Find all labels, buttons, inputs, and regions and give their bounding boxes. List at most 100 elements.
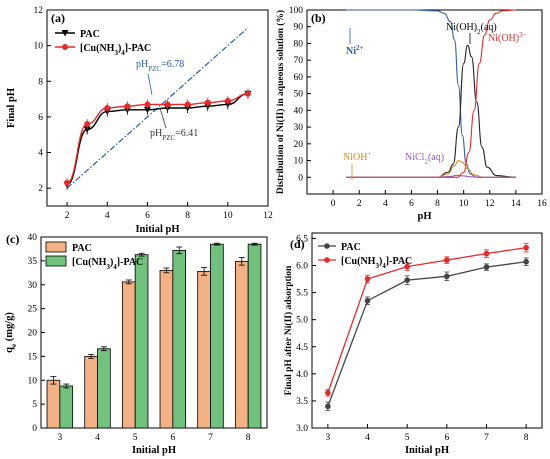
x-tick-label: 6 xyxy=(145,211,150,221)
data-point xyxy=(325,389,331,396)
legend-label-cu-pac-c: ) xyxy=(110,257,113,268)
legend-swatch-pac xyxy=(45,241,67,253)
annotation-sub: PZC xyxy=(162,134,175,142)
legend-label-cu-pac-e: ]-PAC xyxy=(125,43,151,54)
data-point xyxy=(83,126,91,133)
series-pac-line xyxy=(66,93,248,186)
annotation-value: =6.41 xyxy=(175,128,198,139)
label-nioh: NiOH+ xyxy=(343,150,371,163)
nioh2-curve xyxy=(346,44,516,178)
bar-pac xyxy=(46,379,61,429)
y-tick-label: 8 xyxy=(38,77,43,87)
x-tick-label: 12 xyxy=(485,199,495,209)
nioh-curve xyxy=(346,159,516,178)
data-point xyxy=(164,101,171,108)
y-tick-label: 50 xyxy=(294,90,304,100)
x-tick-label: 6 xyxy=(170,433,175,443)
y-tick-label: 4.0 xyxy=(296,370,308,380)
legend-label-cu-pac-d: 4 xyxy=(113,263,117,271)
y-tick-label: 3.0 xyxy=(296,424,308,434)
y-tick-label: 0 xyxy=(298,173,303,183)
data-point xyxy=(84,121,91,128)
x-tick-label: 8 xyxy=(435,199,440,209)
y-tick-label: 35 xyxy=(28,257,38,267)
legend-label-cu-pac: [Cu(NH3)4]-PAC xyxy=(80,43,151,57)
data-point xyxy=(124,103,131,110)
annotation-ph: pH xyxy=(136,59,148,70)
legend-label-cu-pac-d: 4 xyxy=(121,49,125,57)
panel-b: 0 2 4 6 8 10 12 14 16 0 10 20 30 40 50 60 70 80 90 100 pH Dis… xyxy=(275,6,547,222)
x-tick-label: 10 xyxy=(459,199,469,209)
x-tick-label: 4 xyxy=(105,211,110,221)
x-tick-label: 5 xyxy=(405,433,410,443)
y-tick-label: 10 xyxy=(34,42,44,52)
y-tick-label: 4.5 xyxy=(296,343,308,353)
y-tick-label: 2 xyxy=(38,184,43,194)
annotation-pzc-cu-pac: pHPZC=6.78 xyxy=(136,59,184,73)
y-axis-label: Final pH xyxy=(6,88,17,128)
y-tick-label: 5 xyxy=(32,400,37,410)
data-point xyxy=(204,99,211,106)
annotation-pzc-pac: pHPZC=6.41 xyxy=(150,128,198,142)
label-nioh3-part-0: Ni(OH) xyxy=(488,33,519,44)
nicl2-curve xyxy=(346,174,516,178)
x-tick-label: 6 xyxy=(409,199,414,209)
legend-label-cu-pac-d: 4 xyxy=(382,262,386,270)
data-point xyxy=(404,277,410,283)
data-point xyxy=(444,273,450,280)
data-point xyxy=(224,97,231,104)
y-tick-label: 30 xyxy=(294,123,304,133)
x-tick-label: 6 xyxy=(444,433,449,443)
legend-label-cu-pac-a: [Cu(NH xyxy=(80,43,115,54)
legend: PAC [Cu(NH3)4]-PAC xyxy=(55,29,151,57)
series-cu-pac-line xyxy=(66,93,248,184)
label-nioh3-part-1: 3− xyxy=(519,31,527,39)
label-nioh2-part-1: 2 xyxy=(477,28,481,36)
x-tick-label: 16 xyxy=(537,199,547,209)
y-tick-label: 40 xyxy=(28,233,38,243)
series-cu-pac-line xyxy=(327,246,527,394)
legend-label-pac: PAC xyxy=(72,243,92,254)
x-tick-label: 8 xyxy=(246,433,251,443)
legend-marker-cu-pac xyxy=(62,44,68,50)
line-y-equals-x xyxy=(66,27,249,189)
plot-frame xyxy=(311,232,543,429)
data-point xyxy=(523,258,529,265)
data-point xyxy=(184,101,191,108)
legend-label-cu-pac-b: 3 xyxy=(375,262,379,270)
x-axis-label: Initial pH xyxy=(135,224,179,235)
x-tick-label: 0 xyxy=(331,199,336,209)
series-pac-line xyxy=(327,261,527,407)
data-point xyxy=(364,276,371,282)
y-tick-label: 80 xyxy=(294,39,304,49)
y-tick-label: 12 xyxy=(34,6,44,16)
bar-cu-pac xyxy=(210,243,224,429)
x-tick-label: 2 xyxy=(357,199,362,209)
label-nioh2: Ni(OH)2(aq) xyxy=(446,22,497,36)
x-tick-label: 5 xyxy=(133,433,138,443)
label-nicl2-part-0: NiCl xyxy=(405,152,425,163)
y-tick-label: 6.0 xyxy=(296,262,308,272)
legend-label-cu-pac-c: ) xyxy=(379,256,382,267)
y-axis-label-unit: (mg/g) xyxy=(4,312,15,344)
label-nioh-part-1: + xyxy=(367,150,371,158)
y-tick-label: 15 xyxy=(28,352,38,362)
y-tick-label: 20 xyxy=(28,329,38,339)
bar-cu-pac xyxy=(247,243,262,429)
label-nioh2-part-0: Ni(OH) xyxy=(446,22,477,33)
label-nicl2: NiCl2(aq) xyxy=(405,152,444,166)
legend: PAC [Cu(NH3)4]-PAC xyxy=(45,241,143,271)
annotation-arrow xyxy=(147,73,153,96)
panel-label: (b) xyxy=(311,11,326,25)
legend-label-cu-pac-b: 3 xyxy=(106,263,110,271)
y-axis-label: Distribution of Ni(II) in aqueous soluti… xyxy=(275,10,286,194)
legend-label-cu-pac-e: ]-PAC xyxy=(386,256,412,267)
panel-label: (c) xyxy=(6,232,19,246)
x-tick-label: 4 xyxy=(95,433,100,443)
x-tick-label: 8 xyxy=(185,211,190,221)
legend-marker-pac xyxy=(324,243,330,249)
y-axis-label-sub: e xyxy=(10,344,18,347)
x-tick-label: 10 xyxy=(223,211,233,221)
y-tick-label: 4 xyxy=(38,149,43,159)
